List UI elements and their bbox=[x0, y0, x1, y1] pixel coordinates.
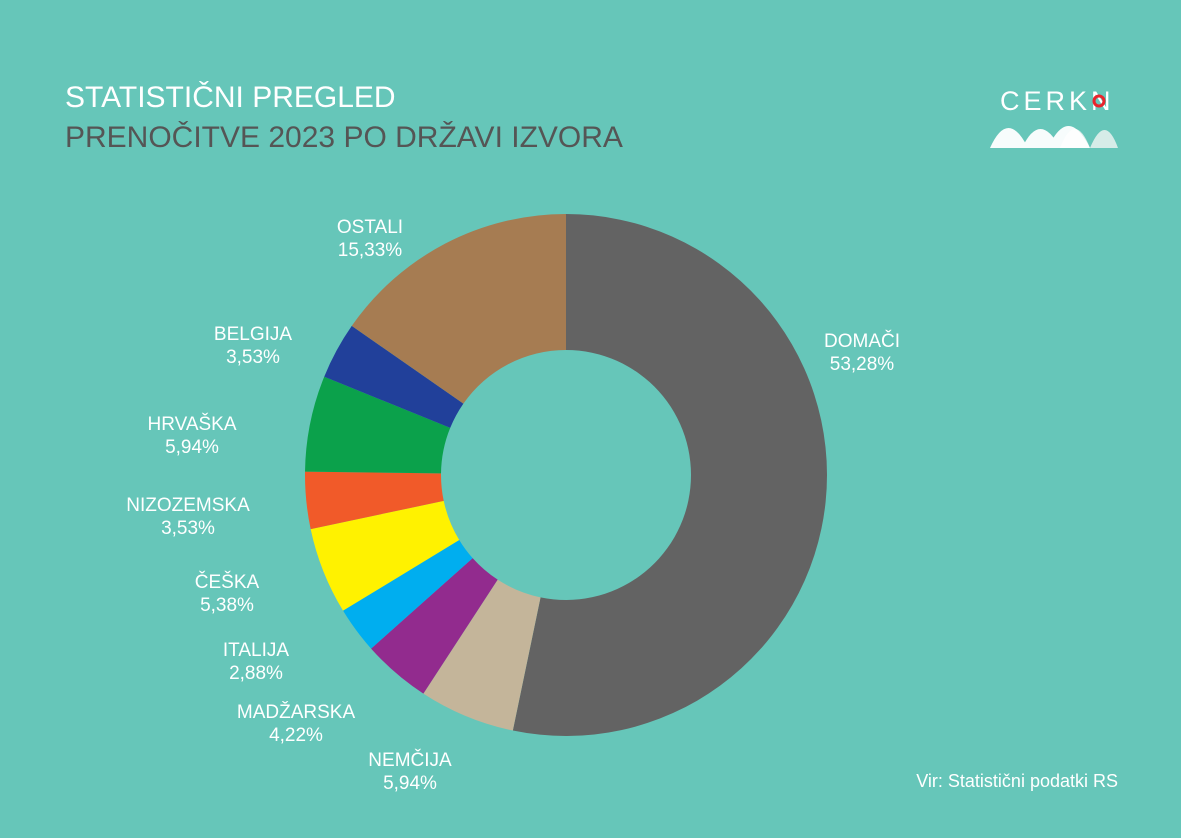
donut-segment bbox=[324, 325, 464, 428]
segment-label: NIZOZEMSKA bbox=[126, 495, 250, 516]
segment-label: ČEŠKA bbox=[195, 571, 260, 593]
donut-segment bbox=[351, 214, 566, 404]
value-label: 15,33% bbox=[338, 240, 403, 261]
value-label: 4,22% bbox=[269, 725, 323, 746]
donut-segment bbox=[305, 376, 451, 474]
segment-label: ITALIJA bbox=[223, 640, 289, 661]
donut-segment bbox=[371, 558, 498, 694]
value-label: 53,28% bbox=[830, 354, 895, 375]
value-label: 3,53% bbox=[161, 518, 215, 539]
chart-subtitle: PRENOČITVE 2023 PO DRŽAVI IZVORA bbox=[65, 120, 623, 154]
segment-label: DOMAČI bbox=[824, 330, 900, 352]
chart-title: STATISTIČNI PREGLED bbox=[65, 80, 396, 114]
logo-ring bbox=[1092, 94, 1106, 108]
value-label: 5,94% bbox=[383, 773, 437, 794]
donut-segment bbox=[512, 214, 828, 736]
logo: CERKN bbox=[990, 86, 1118, 148]
segment-label: BELGIJA bbox=[214, 324, 292, 345]
donut-segment bbox=[343, 539, 473, 649]
donut-segment bbox=[423, 579, 541, 731]
logo-text: CERKN bbox=[1000, 86, 1115, 116]
value-label: 5,38% bbox=[200, 595, 254, 616]
source: Vir: Statistični podatki RS bbox=[916, 771, 1118, 791]
donut-segment bbox=[305, 471, 444, 530]
value-label: 2,88% bbox=[229, 663, 283, 684]
logo-hill bbox=[990, 126, 1090, 148]
segment-label: MADŽARSKA bbox=[237, 701, 356, 723]
segment-label: NEMČIJA bbox=[368, 749, 452, 771]
value-label: 3,53% bbox=[226, 347, 280, 368]
donut-segment bbox=[310, 500, 460, 611]
segment-label: HRVAŠKA bbox=[147, 413, 236, 435]
value-label: 5,94% bbox=[165, 437, 219, 458]
segment-label: OSTALI bbox=[337, 217, 403, 238]
